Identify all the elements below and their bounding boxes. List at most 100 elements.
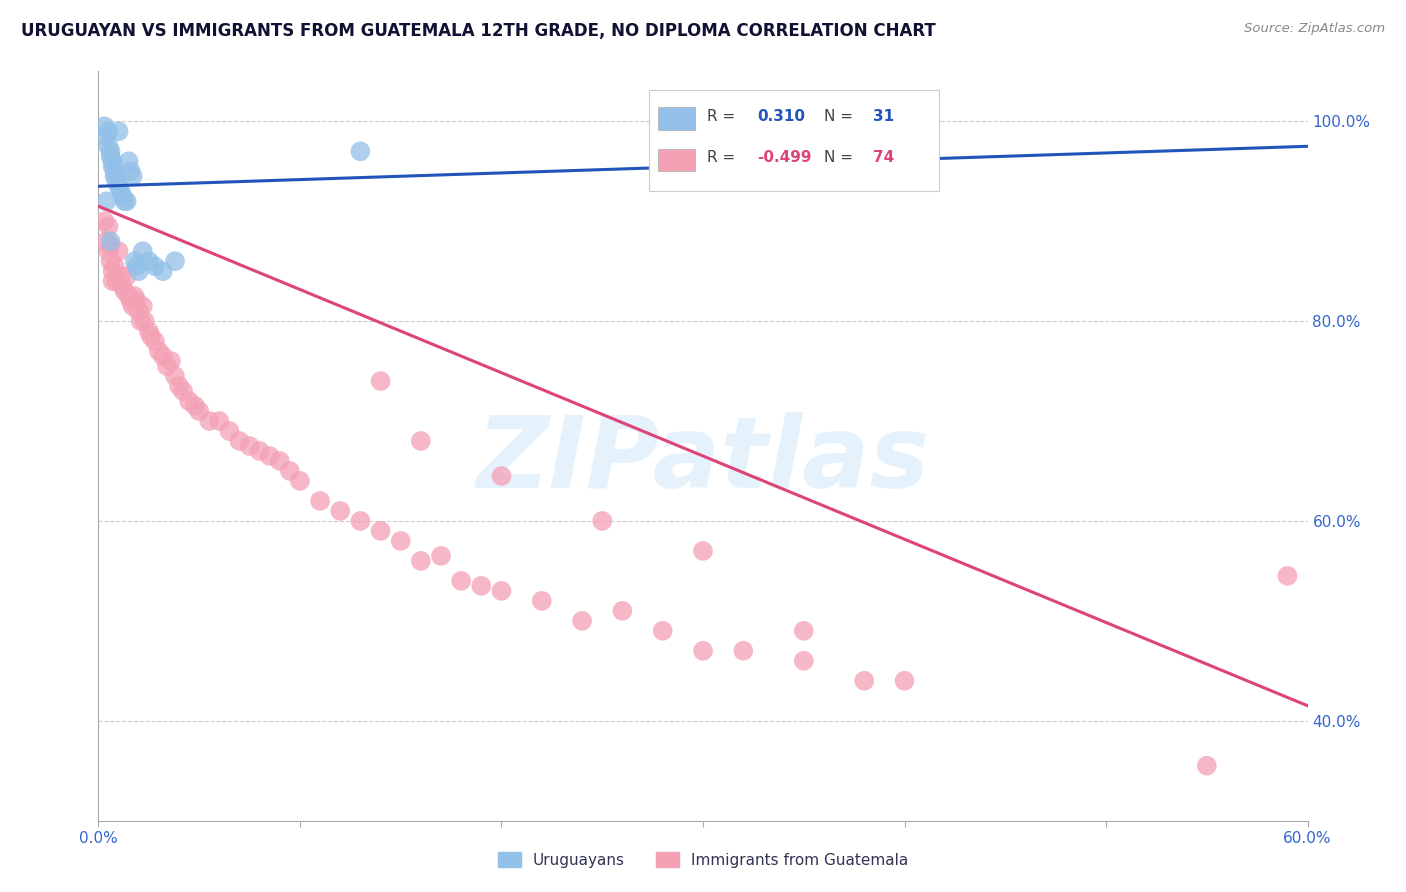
Point	[115, 269, 138, 284]
Point	[349, 514, 371, 528]
Point	[612, 604, 634, 618]
Point	[101, 274, 124, 288]
Point	[409, 434, 432, 448]
Point	[107, 179, 129, 194]
Point	[120, 164, 142, 178]
Point	[309, 494, 332, 508]
Point	[97, 139, 120, 153]
Point	[121, 299, 143, 313]
Point	[733, 644, 755, 658]
Point	[101, 154, 124, 169]
Point	[793, 654, 815, 668]
Text: ZIPatlas: ZIPatlas	[477, 412, 929, 509]
Point	[430, 549, 453, 563]
Text: 0.310: 0.310	[758, 109, 806, 124]
Point	[101, 264, 124, 278]
Text: 31: 31	[873, 109, 894, 124]
Point	[370, 374, 392, 388]
Point	[114, 194, 136, 209]
Point	[100, 149, 122, 163]
Point	[571, 614, 593, 628]
Point	[103, 164, 125, 178]
Point	[389, 533, 412, 548]
Point	[118, 289, 141, 303]
Point	[111, 189, 134, 203]
FancyBboxPatch shape	[658, 107, 695, 130]
Point	[239, 439, 262, 453]
Point	[100, 239, 122, 253]
Point	[124, 289, 146, 303]
Point	[188, 404, 211, 418]
Point	[107, 244, 129, 259]
Point	[853, 673, 876, 688]
Point	[97, 124, 120, 138]
Point	[105, 274, 128, 288]
Text: URUGUAYAN VS IMMIGRANTS FROM GUATEMALA 12TH GRADE, NO DIPLOMA CORRELATION CHART: URUGUAYAN VS IMMIGRANTS FROM GUATEMALA 1…	[21, 22, 936, 40]
Text: R =: R =	[707, 150, 740, 165]
Point	[259, 449, 281, 463]
Point	[139, 329, 162, 343]
Point	[692, 544, 714, 558]
Point	[288, 474, 311, 488]
Point	[114, 284, 136, 298]
Text: Source: ZipAtlas.com: Source: ZipAtlas.com	[1244, 22, 1385, 36]
Point	[138, 254, 160, 268]
Point	[100, 254, 122, 268]
Legend: Uruguayans, Immigrants from Guatemala: Uruguayans, Immigrants from Guatemala	[491, 844, 915, 875]
Point	[93, 214, 115, 228]
Point	[491, 583, 513, 598]
Point	[97, 244, 120, 259]
Point	[1277, 569, 1299, 583]
Text: -0.499: -0.499	[758, 150, 811, 165]
Point	[148, 344, 170, 359]
Point	[143, 334, 166, 348]
Y-axis label: 12th Grade, No Diploma: 12th Grade, No Diploma	[0, 345, 8, 547]
Point	[103, 169, 125, 184]
Point	[110, 269, 132, 284]
Point	[120, 294, 142, 309]
Point	[409, 554, 432, 568]
Point	[97, 219, 120, 234]
Point	[107, 124, 129, 138]
Point	[96, 234, 118, 248]
Point	[167, 379, 190, 393]
Point	[1195, 758, 1218, 772]
Point	[121, 169, 143, 184]
Point	[370, 524, 392, 538]
Point	[278, 464, 301, 478]
Point	[100, 145, 122, 159]
Point	[129, 314, 152, 328]
Point	[651, 624, 673, 638]
Point	[218, 424, 240, 438]
FancyBboxPatch shape	[658, 149, 695, 171]
Point	[138, 324, 160, 338]
Point	[329, 504, 352, 518]
Point	[93, 120, 115, 134]
Point	[269, 454, 291, 468]
FancyBboxPatch shape	[648, 90, 939, 191]
Point	[152, 264, 174, 278]
Point	[118, 154, 141, 169]
Text: 74: 74	[873, 150, 894, 165]
Point	[115, 194, 138, 209]
Point	[184, 399, 207, 413]
Point	[179, 394, 201, 409]
Point	[132, 299, 155, 313]
Point	[124, 254, 146, 268]
Point	[160, 354, 183, 368]
Point	[793, 624, 815, 638]
Point	[208, 414, 231, 428]
Point	[450, 574, 472, 588]
Point	[156, 359, 179, 373]
Point	[152, 349, 174, 363]
Point	[100, 234, 122, 248]
Point	[163, 369, 186, 384]
Point	[125, 259, 148, 273]
Point	[143, 259, 166, 273]
Point	[172, 384, 194, 398]
Point	[134, 314, 156, 328]
Point	[893, 673, 915, 688]
Point	[128, 264, 150, 278]
Point	[163, 254, 186, 268]
Point	[530, 594, 553, 608]
